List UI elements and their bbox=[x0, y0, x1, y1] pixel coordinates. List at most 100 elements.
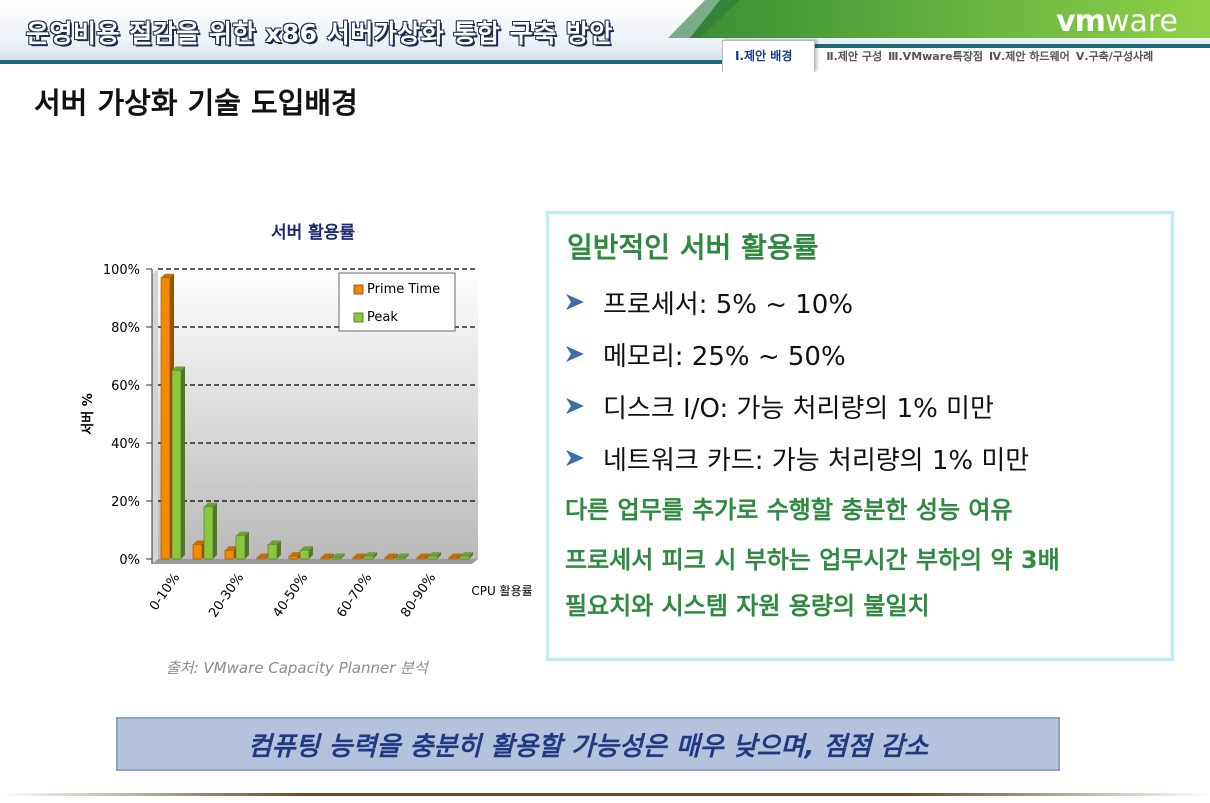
bar-top bbox=[353, 553, 366, 558]
nav-tab-proposal-hardware[interactable]: Ⅳ.제안 하드웨어 bbox=[988, 50, 1070, 63]
chevron-right-icon bbox=[566, 346, 584, 362]
bar-front bbox=[427, 555, 438, 560]
bar-side bbox=[437, 552, 441, 559]
header-band: 운영비용 절감을 위한 x86 서버가상화 통합 구축 방안 vmware Ⅰ.… bbox=[0, 0, 1210, 72]
bar-front bbox=[192, 544, 203, 560]
bar bbox=[363, 552, 377, 560]
chart-floor bbox=[152, 559, 478, 564]
bar-side bbox=[405, 553, 409, 559]
bar-top bbox=[449, 553, 462, 558]
server-utilization-chart: 서버 활용률 0% 20% 40% 60% 80% 100% 서버 % 0-10% 20-3… bbox=[80, 222, 533, 621]
chart-legend: Prime Time Peak bbox=[338, 272, 456, 332]
bar-front bbox=[331, 557, 342, 560]
legend-swatch-prime-time bbox=[353, 284, 364, 295]
bar-top bbox=[225, 546, 238, 551]
bar-front bbox=[203, 506, 214, 560]
info-item: 디스크 I/O: 가능 처리량의 1% 미만 bbox=[563, 388, 994, 424]
bar-front bbox=[224, 549, 235, 560]
x-tick-label: 40-50% bbox=[270, 571, 311, 621]
nav-tab-proposal-composition[interactable]: Ⅱ.제안 구성 bbox=[826, 50, 883, 63]
deck-title: 운영비용 절감을 위한 x86 서버가상화 통합 구축 방안 bbox=[26, 19, 613, 48]
x-tick-label: 20-30% bbox=[206, 571, 247, 621]
bar-top bbox=[257, 553, 270, 558]
header-background bbox=[0, 0, 1210, 72]
vmware-logo: vmware bbox=[1056, 4, 1178, 39]
info-box: 일반적인 서버 활용률 프로세서: 5% ~ 10% 메모리: 25% ~ 50… bbox=[546, 211, 1174, 661]
x-tick-label: 0-10% bbox=[147, 571, 183, 614]
chart-title: 서버 활용률 bbox=[271, 222, 355, 243]
bar-top bbox=[417, 553, 430, 558]
bar-side bbox=[341, 553, 345, 559]
nav-tab-vmware-features[interactable]: Ⅲ.VMware특장점 bbox=[888, 50, 983, 63]
footer-line bbox=[0, 793, 1210, 796]
chart-y-label: 서버 % bbox=[80, 393, 96, 434]
bar-side bbox=[394, 553, 398, 559]
x-tick-label: 60-70% bbox=[334, 571, 375, 621]
bar bbox=[459, 552, 473, 560]
source-note: 출처: VMware Capacity Planner 분석 bbox=[166, 659, 428, 677]
bar-front bbox=[235, 535, 246, 560]
bar-side bbox=[469, 552, 473, 559]
y-tick-label: 20% bbox=[111, 495, 140, 510]
bar-front bbox=[256, 557, 267, 560]
bar-top bbox=[172, 366, 185, 371]
bar-front bbox=[288, 555, 299, 560]
chart-y-axis: 0% 20% 40% 60% 80% 100% bbox=[103, 263, 153, 568]
bar-top bbox=[268, 540, 281, 545]
bar-top bbox=[289, 552, 302, 557]
nav-tab-proposal-background[interactable]: Ⅰ.제안 배경 bbox=[722, 40, 816, 72]
bar-front bbox=[384, 557, 395, 560]
legend-swatch-peak bbox=[353, 312, 364, 323]
bar-front bbox=[352, 557, 363, 560]
legend-label-peak: Peak bbox=[367, 310, 398, 325]
bar-top bbox=[193, 540, 206, 545]
bar-side bbox=[213, 502, 217, 559]
bar bbox=[331, 553, 345, 560]
bar-top bbox=[300, 546, 313, 551]
y-tick-label: 100% bbox=[103, 263, 140, 278]
bar-front bbox=[160, 277, 171, 560]
bar-front bbox=[459, 555, 470, 560]
info-item: 네트워크 카드: 가능 처리량의 1% 미만 bbox=[563, 440, 1029, 476]
logo-vm: vm bbox=[1056, 4, 1106, 39]
bar-top bbox=[460, 552, 473, 557]
info-note-headroom: 다른 업무를 추가로 수행할 충분한 성능 여유 bbox=[565, 496, 1013, 524]
bar-side bbox=[309, 546, 313, 559]
bar-front bbox=[320, 557, 331, 560]
bar bbox=[395, 553, 409, 560]
logo-ware: ware bbox=[1104, 4, 1178, 39]
bar-side bbox=[245, 531, 249, 559]
y-tick-label: 80% bbox=[111, 321, 140, 336]
chevron-right-icon bbox=[566, 398, 584, 414]
y-tick-label: 60% bbox=[111, 379, 140, 394]
info-note-capacity-mismatch: 필요치와 시스템 자원 용량의 불일치 bbox=[565, 592, 930, 620]
bar-front bbox=[171, 370, 182, 560]
bar-front bbox=[448, 557, 459, 560]
chart-x-axis: 0-10% 20-30% 40-50% 60-70% 80-90% bbox=[147, 571, 439, 621]
chart-bars bbox=[160, 273, 473, 560]
bar-top bbox=[428, 552, 441, 557]
bar-front bbox=[363, 555, 374, 560]
info-item-processor: 프로세서: 5% ~ 10% bbox=[603, 289, 854, 320]
bar-top bbox=[332, 553, 345, 558]
bar-top bbox=[161, 273, 174, 278]
info-box-title: 일반적인 서버 활용률 bbox=[567, 231, 819, 264]
bar bbox=[171, 366, 185, 560]
nav-tab-case-studies[interactable]: Ⅴ.구축/구성사례 bbox=[1075, 50, 1154, 63]
info-item-disk-io: 디스크 I/O: 가능 처리량의 1% 미만 bbox=[603, 393, 994, 424]
bar-front bbox=[395, 557, 406, 560]
bar-side bbox=[373, 552, 377, 559]
chevron-right-icon bbox=[566, 450, 584, 466]
bar bbox=[235, 531, 249, 560]
bar-top bbox=[385, 553, 398, 558]
legend-label-prime-time: Prime Time bbox=[367, 282, 440, 297]
y-tick-label: 0% bbox=[119, 553, 140, 568]
bar bbox=[384, 553, 398, 560]
info-note-peak-load: 프로세서 피크 시 부하는 업무시간 부하의 약 3배 bbox=[565, 546, 1060, 574]
bar-top bbox=[321, 553, 334, 558]
conclusion-banner: 컴퓨팅 능력을 충분히 활용할 가능성은 매우 낮으며, 점점 감소 bbox=[116, 717, 1060, 771]
bar bbox=[299, 546, 313, 560]
info-item-network-card: 네트워크 카드: 가능 처리량의 1% 미만 bbox=[603, 445, 1030, 476]
bar-top bbox=[236, 531, 249, 536]
bar-front bbox=[267, 544, 278, 560]
